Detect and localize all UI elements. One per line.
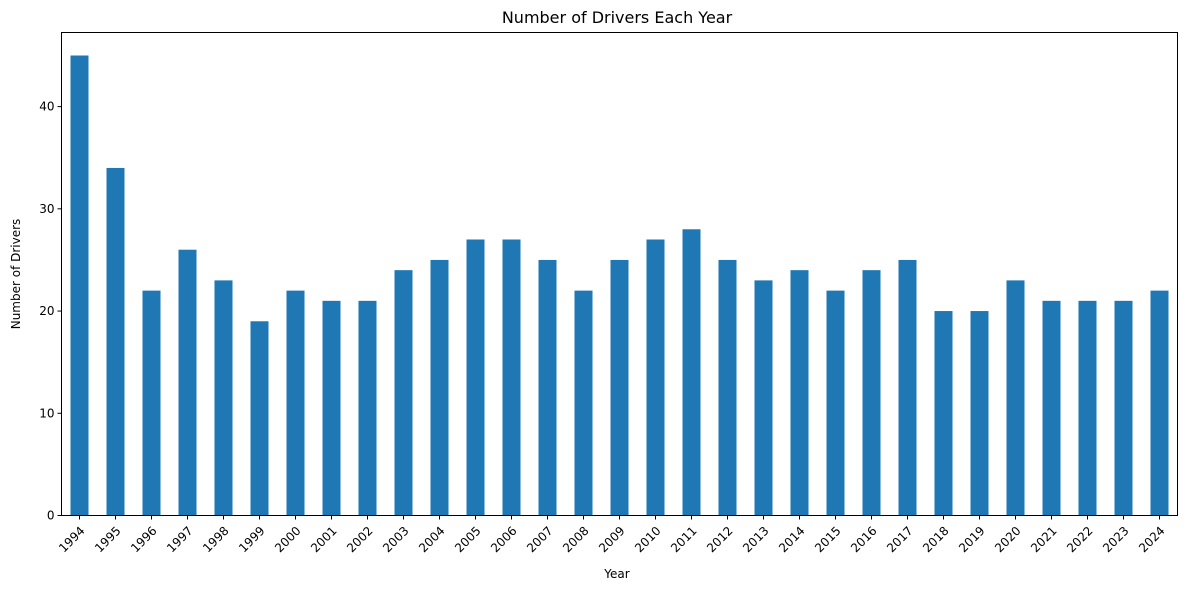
bar-2016 (862, 270, 881, 516)
x-tick-label: 2004 (416, 524, 447, 555)
x-tick-label: 2013 (740, 524, 771, 555)
bar-1997 (178, 249, 197, 516)
x-tick-label: 2005 (452, 524, 483, 555)
bar-2004 (430, 259, 449, 516)
bar-1995 (106, 167, 125, 516)
x-tick-label: 2021 (1028, 524, 1059, 555)
x-tick-label: 2019 (956, 524, 987, 555)
x-tick-label: 2016 (848, 524, 879, 555)
x-tick-label: 2011 (668, 524, 699, 555)
bar-2009 (610, 259, 629, 516)
x-tick-label: 2002 (344, 524, 375, 555)
bar-2017 (898, 259, 917, 516)
x-tick-label: 1997 (164, 524, 195, 555)
y-tick-label: 40 (39, 100, 54, 114)
x-tick-label: 2008 (560, 524, 591, 555)
x-tick-label: 1996 (128, 524, 159, 555)
x-tick-label: 1999 (236, 524, 267, 555)
x-tick-label: 2012 (704, 524, 735, 555)
y-axis-ticks: 0 10 20 30 40 (39, 100, 62, 523)
bar-2022 (1078, 300, 1097, 516)
bar-2001 (322, 300, 341, 516)
x-tick-label: 2014 (776, 524, 807, 555)
y-tick-label: 10 (39, 406, 54, 420)
x-tick-label: 2007 (524, 524, 555, 555)
bar-2013 (754, 280, 773, 516)
bar-2010 (646, 239, 665, 516)
y-tick-label: 30 (39, 202, 54, 216)
chart-title: Number of Drivers Each Year (502, 8, 733, 27)
x-tick-label: 1994 (56, 524, 87, 555)
bar-2008 (574, 290, 593, 516)
x-tick-label: 2001 (308, 524, 339, 555)
bar-1994 (70, 55, 89, 516)
x-axis-label: Year (603, 567, 629, 581)
bar-2000 (286, 290, 305, 516)
x-tick-label: 2006 (488, 524, 519, 555)
bar-2011 (682, 229, 701, 516)
x-tick-label: 2015 (812, 524, 843, 555)
bar-1996 (142, 290, 161, 516)
y-axis-label: Number of Drivers (9, 219, 23, 330)
y-tick-label: 0 (47, 509, 55, 523)
x-tick-label: 2018 (920, 524, 951, 555)
x-tick-label: 2017 (884, 524, 915, 555)
x-tick-label: 1995 (92, 524, 123, 555)
x-tick-label: 1998 (200, 524, 231, 555)
bar-1998 (214, 280, 233, 516)
bar-2015 (826, 290, 845, 516)
x-tick-label: 2010 (632, 524, 663, 555)
y-tick-label: 20 (39, 304, 54, 318)
bar-2014 (790, 270, 809, 516)
x-tick-label: 2024 (1136, 524, 1167, 555)
bar-2003 (394, 270, 413, 516)
bar-2020 (1006, 280, 1025, 516)
bar-2021 (1042, 300, 1061, 516)
x-tick-label: 2020 (992, 524, 1023, 555)
bar-2012 (718, 259, 737, 516)
x-tick-label: 2000 (272, 524, 303, 555)
x-tick-label: 2022 (1064, 524, 1095, 555)
x-tick-label: 2023 (1100, 524, 1131, 555)
bar-2019 (970, 311, 989, 516)
bar-2002 (358, 300, 377, 516)
bar-2024 (1150, 290, 1169, 516)
bar-1999 (250, 321, 269, 516)
bar-2018 (934, 311, 953, 516)
x-axis-ticks: 1994 1995 1996 1997 1998 1999 2000 2001 2002 2003… (56, 515, 1168, 555)
x-tick-label: 2003 (380, 524, 411, 555)
bar-2006 (502, 239, 521, 516)
bars-group (70, 55, 1169, 516)
x-tick-label: 2009 (596, 524, 627, 555)
bar-2007 (538, 259, 557, 516)
bar-2023 (1114, 300, 1133, 516)
bar-2005 (466, 239, 485, 516)
